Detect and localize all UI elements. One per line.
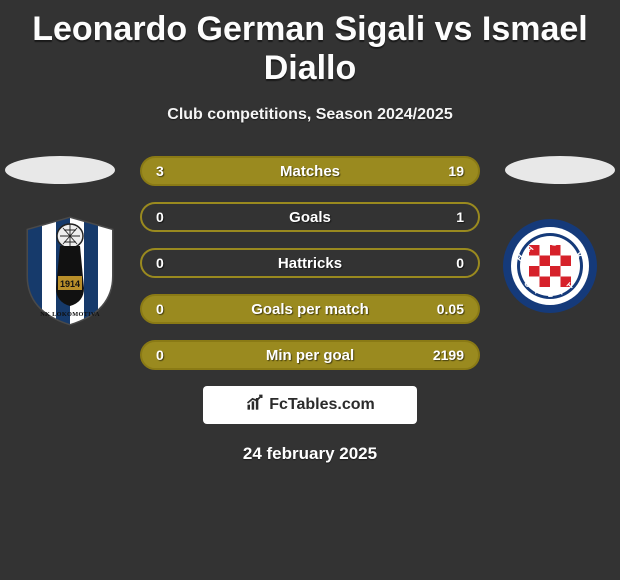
stat-left-value: 0	[156, 255, 186, 271]
stat-label: Min per goal	[142, 347, 478, 364]
stat-label: Matches	[142, 163, 478, 180]
stat-left-value: 0	[156, 301, 186, 317]
stat-right-value: 1	[434, 209, 464, 225]
stat-row-hattricks: 0 Hattricks 0	[140, 248, 480, 278]
date-stamp: 24 february 2025	[0, 444, 620, 464]
stat-right-value: 0.05	[434, 301, 464, 317]
brand-text: FcTables.com	[269, 396, 375, 414]
comparison-panel: 1914 NK LOKOMOTIVA	[0, 156, 620, 464]
stat-label: Hattricks	[142, 255, 478, 272]
stat-bars: 3 Matches 19 0 Goals 1 0 Hattricks 0 0 G…	[140, 156, 480, 370]
player-oval-left	[5, 156, 115, 184]
chart-icon	[245, 393, 265, 418]
club-crest-right: · H A J D U K · S P L I T	[500, 211, 600, 321]
club-crest-left: 1914 NK LOKOMOTIVA	[20, 216, 120, 326]
stat-left-value: 0	[156, 347, 186, 363]
stat-row-matches: 3 Matches 19	[140, 156, 480, 186]
svg-text:NK LOKOMOTIVA: NK LOKOMOTIVA	[40, 311, 100, 318]
stat-label: Goals per match	[142, 301, 478, 318]
stat-right-value: 19	[434, 163, 464, 179]
subtitle: Club competitions, Season 2024/2025	[0, 106, 620, 124]
stat-left-value: 3	[156, 163, 186, 179]
stat-label: Goals	[142, 209, 478, 226]
svg-text:1914: 1914	[60, 279, 80, 289]
stat-row-mpg: 0 Min per goal 2199	[140, 340, 480, 370]
stat-row-goals: 0 Goals 1	[140, 202, 480, 232]
stat-left-value: 0	[156, 209, 186, 225]
stat-right-value: 2199	[433, 347, 464, 363]
stat-row-gpm: 0 Goals per match 0.05	[140, 294, 480, 324]
player-oval-right	[505, 156, 615, 184]
stat-right-value: 0	[434, 255, 464, 271]
page-title: Leonardo German Sigali vs Ismael Diallo	[0, 0, 620, 88]
branding-badge: FcTables.com	[203, 386, 417, 424]
